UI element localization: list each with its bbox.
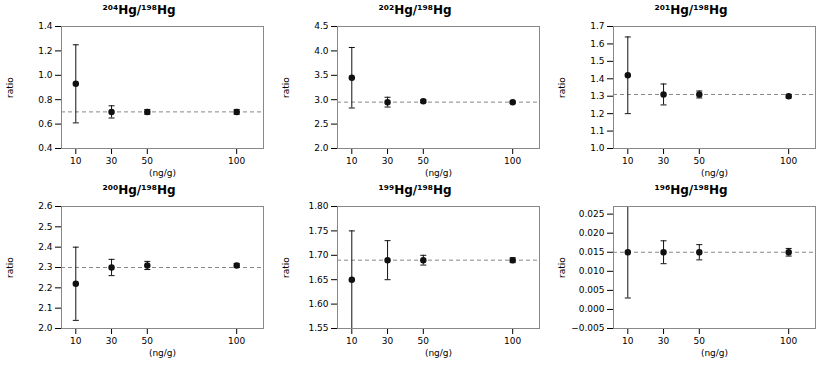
svg-text:10: 10: [70, 336, 82, 346]
svg-text:0.6: 0.6: [38, 119, 53, 129]
svg-text:(ng/g): (ng/g): [701, 168, 728, 178]
svg-text:30: 30: [658, 336, 670, 346]
svg-text:30: 30: [106, 336, 118, 346]
svg-text:4.5: 4.5: [314, 21, 328, 31]
svg-text:30: 30: [658, 156, 670, 166]
svg-text:1.0: 1.0: [590, 143, 605, 153]
svg-text:(ng/g): (ng/g): [425, 348, 452, 358]
svg-text:ratio: ratio: [5, 257, 15, 278]
html-text:²⁰¹Hg/¹⁹⁸Hg: ²⁰¹Hg/¹⁹⁸Hg: [654, 3, 728, 17]
svg-text:(ng/g): (ng/g): [149, 168, 176, 178]
svg-text:ratio: ratio: [5, 77, 15, 98]
svg-text:1.60: 1.60: [308, 299, 328, 309]
svg-text:10: 10: [346, 156, 358, 166]
svg-text:2.0: 2.0: [314, 143, 329, 153]
svg-text:(ng/g): (ng/g): [425, 168, 452, 178]
svg-text:1.2: 1.2: [38, 46, 52, 56]
svg-text:10: 10: [622, 156, 634, 166]
svg-text:1.4: 1.4: [590, 74, 605, 84]
svg-text:50: 50: [142, 156, 154, 166]
svg-text:1.70: 1.70: [308, 250, 328, 260]
svg-text:2.5: 2.5: [314, 119, 328, 129]
html-text:²⁰⁴Hg/¹⁹⁸Hg: ²⁰⁴Hg/¹⁹⁸Hg: [102, 3, 176, 17]
svg-text:50: 50: [694, 156, 706, 166]
svg-text:100: 100: [504, 336, 521, 346]
svg-text:ratio: ratio: [557, 257, 567, 278]
svg-text:1.0: 1.0: [38, 70, 53, 80]
svg-text:ratio: ratio: [281, 77, 291, 98]
svg-text:0.000: 0.000: [579, 304, 605, 314]
svg-text:1.55: 1.55: [308, 323, 328, 333]
svg-text:0.015: 0.015: [579, 247, 605, 257]
svg-text:(ng/g): (ng/g): [701, 348, 728, 358]
svg-text:4.0: 4.0: [314, 46, 329, 56]
svg-text:2.3: 2.3: [38, 262, 52, 272]
svg-text:2.0: 2.0: [38, 323, 53, 333]
svg-text:1.2: 1.2: [590, 109, 604, 119]
svg-text:2.2: 2.2: [38, 283, 52, 293]
svg-text:2.6: 2.6: [38, 201, 53, 211]
svg-text:50: 50: [694, 336, 706, 346]
svg-text:1.4: 1.4: [38, 21, 53, 31]
svg-text:100: 100: [504, 156, 521, 166]
svg-text:(ng/g): (ng/g): [149, 348, 176, 358]
svg-text:1.7: 1.7: [590, 21, 604, 31]
svg-text:10: 10: [70, 156, 82, 166]
svg-text:3.5: 3.5: [314, 70, 328, 80]
svg-text:1.65: 1.65: [308, 275, 328, 285]
html-text:¹⁹⁶Hg/¹⁹⁸Hg: ¹⁹⁶Hg/¹⁹⁸Hg: [654, 183, 728, 197]
svg-text:50: 50: [142, 336, 154, 346]
svg-text:1.75: 1.75: [308, 226, 328, 236]
svg-text:1.5: 1.5: [590, 56, 604, 66]
svg-text:1.3: 1.3: [590, 91, 604, 101]
html-text:²⁰⁰Hg/¹⁹⁸Hg: ²⁰⁰Hg/¹⁹⁸Hg: [102, 183, 176, 197]
svg-text:100: 100: [780, 156, 797, 166]
svg-text:0.005: 0.005: [579, 285, 605, 295]
svg-text:100: 100: [228, 156, 245, 166]
svg-text:−0.005: −0.005: [571, 323, 604, 333]
svg-text:1.80: 1.80: [308, 201, 328, 211]
html-text:¹⁹⁹Hg/¹⁹⁸Hg: ¹⁹⁹Hg/¹⁹⁸Hg: [378, 183, 452, 197]
svg-text:0.8: 0.8: [38, 95, 53, 105]
svg-text:30: 30: [382, 336, 394, 346]
svg-text:10: 10: [622, 336, 634, 346]
svg-text:1.6: 1.6: [590, 39, 605, 49]
svg-text:ratio: ratio: [281, 257, 291, 278]
svg-text:ratio: ratio: [557, 77, 567, 98]
html-text:²⁰²Hg/¹⁹⁸Hg: ²⁰²Hg/¹⁹⁸Hg: [378, 3, 452, 17]
svg-text:50: 50: [418, 156, 430, 166]
svg-text:0.4: 0.4: [38, 143, 53, 153]
svg-text:0.020: 0.020: [579, 228, 605, 238]
svg-text:100: 100: [228, 336, 245, 346]
svg-text:2.4: 2.4: [38, 242, 53, 252]
svg-text:0.025: 0.025: [579, 209, 605, 219]
svg-text:2.1: 2.1: [38, 303, 52, 313]
svg-text:100: 100: [780, 336, 797, 346]
svg-text:50: 50: [418, 336, 430, 346]
svg-text:0.010: 0.010: [579, 266, 605, 276]
svg-text:3.0: 3.0: [314, 95, 329, 105]
svg-text:30: 30: [382, 156, 394, 166]
svg-text:10: 10: [346, 336, 358, 346]
svg-text:1.1: 1.1: [590, 126, 604, 136]
svg-text:30: 30: [106, 156, 118, 166]
svg-text:2.5: 2.5: [38, 222, 52, 232]
